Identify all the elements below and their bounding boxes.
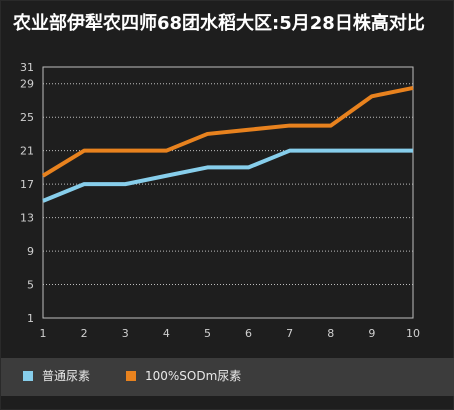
- legend: 普通尿素 100%SODm尿素: [1, 358, 454, 396]
- x-tick-label: 4: [163, 327, 170, 340]
- grid-lines: [42, 66, 414, 319]
- legend-label-series-1: 普通尿素: [42, 369, 91, 383]
- x-tick-label: 1: [40, 327, 47, 340]
- y-tick-label: 17: [20, 178, 34, 191]
- legend-swatch-series-2: [126, 371, 136, 381]
- legend-swatch-series-1: [23, 371, 33, 381]
- x-tick-label: 8: [327, 327, 334, 340]
- y-tick-labels: 1 5 9 13 17 21 25 29 31: [20, 61, 34, 325]
- x-tick-label: 10: [406, 327, 420, 340]
- y-tick-label: 13: [20, 212, 34, 225]
- x-tick-label: 2: [81, 327, 88, 340]
- legend-label-series-2: 100%SODm尿素: [145, 369, 242, 383]
- x-tick-label: 9: [368, 327, 375, 340]
- line-chart: 1 5 9 13 17 21 25 29 31 1 2 3 4 5 6 7 8 9 10: [20, 61, 421, 340]
- x-tick-label: 6: [245, 327, 252, 340]
- plot-frame: [42, 66, 414, 319]
- y-tick-label: 25: [20, 111, 34, 124]
- y-tick-label: 21: [20, 145, 34, 158]
- chart-title: 农业部伊犁农四师68团水稻大区:5月28日株高对比: [13, 13, 425, 34]
- x-tick-label: 3: [122, 327, 129, 340]
- y-tick-label: 29: [20, 78, 34, 91]
- legend-item-series-1[interactable]: 普通尿素: [23, 369, 90, 383]
- y-tick-label: 5: [27, 279, 34, 292]
- y-tick-label: 9: [27, 245, 34, 258]
- x-tick-label: 7: [286, 327, 293, 340]
- series-line-1[interactable]: [42, 148, 413, 203]
- y-tick-label: 31: [20, 61, 34, 74]
- y-tick-label: 1: [27, 312, 34, 325]
- x-tick-labels: 1 2 3 4 5 6 7 8 9 10: [40, 327, 421, 340]
- series-line-2[interactable]: [41, 85, 414, 178]
- legend-item-series-2[interactable]: 100%SODm尿素: [126, 369, 241, 383]
- series-lines: [41, 85, 414, 203]
- x-tick-label: 5: [204, 327, 211, 340]
